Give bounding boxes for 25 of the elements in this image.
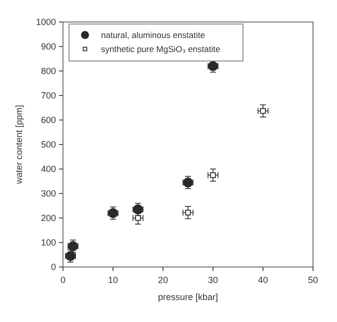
y-tick-label: 300 [40,188,56,198]
y-axis-title: water content [ppm] [14,104,24,186]
y-tick-label: 0 [50,262,56,272]
y-tick-label: 600 [40,115,56,125]
x-tick-label: 50 [308,275,318,285]
y-tick-label: 200 [40,213,56,223]
point [260,108,266,114]
y-tick-label: 800 [40,66,56,76]
x-tick-label: 20 [158,275,168,285]
y-tick-label: 1000 [36,17,56,27]
legend-label: natural, aluminous enstatite [101,30,206,40]
x-axis-title: pressure [kbar] [158,292,218,302]
y-tick-label: 500 [40,140,56,150]
y-tick-label: 900 [40,42,56,52]
x-tick-label: 40 [258,275,268,285]
point [185,210,191,216]
point [210,172,216,178]
x-tick-label: 10 [108,275,118,285]
y-tick-label: 400 [40,164,56,174]
x-tick-label: 30 [208,275,218,285]
point [135,215,141,221]
legend-label: synthetic pure MgSiO₃ enstatite [101,44,220,54]
y-tick-label: 700 [40,90,56,100]
x-tick-label: 0 [60,275,66,285]
y-tick-label: 100 [40,238,56,248]
